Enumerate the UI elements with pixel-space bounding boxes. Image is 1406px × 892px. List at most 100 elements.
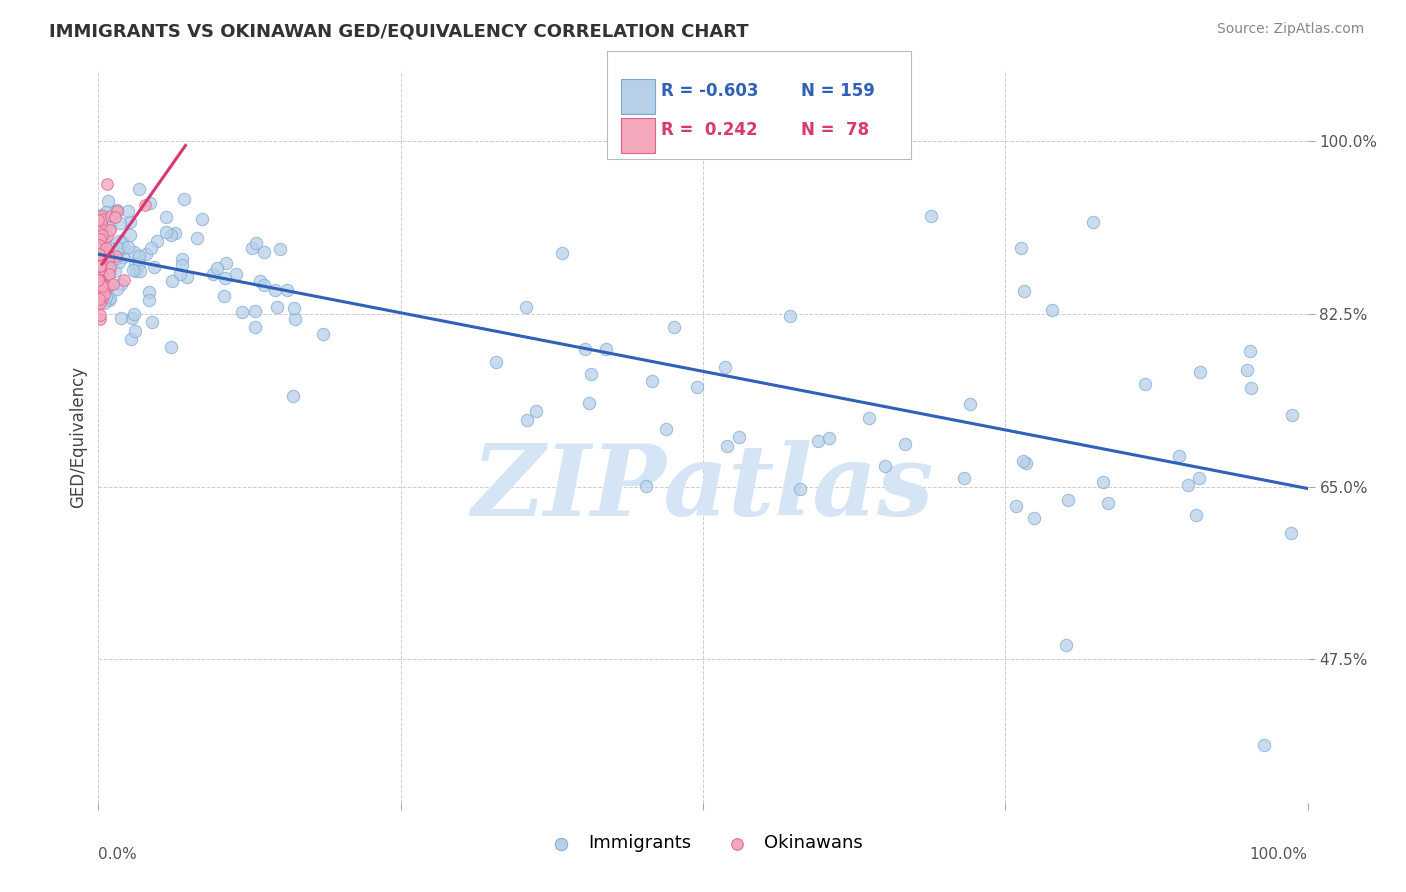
Point [245,235,267,250]
Point [105,203,128,218]
Point [245,320,267,334]
Point [97,240,120,254]
Point [485,354,508,368]
Point [87,262,110,277]
Point [170,258,193,272]
Point [89,273,111,287]
Point [128,257,150,271]
Point [1091,475,1114,490]
Point [269,242,291,256]
Point [96,217,118,231]
Point [231,305,253,319]
Point [920,209,942,223]
Point [87,237,110,252]
Point [110,277,132,292]
Point [93,227,115,242]
Point [89,259,111,273]
Point [640,374,662,388]
Point [214,270,236,285]
Point [89,246,111,260]
Point [87,290,110,304]
Point [90,240,112,254]
Point [108,234,131,248]
Point [655,422,678,436]
Point [1022,510,1045,524]
Point [142,260,165,275]
Point [283,301,305,316]
Point [100,210,122,224]
Point [139,195,162,210]
Point [266,301,288,315]
Point [104,264,127,278]
Point [89,257,111,271]
Point [87,272,110,286]
Point [89,233,111,247]
Point [1012,454,1035,468]
Point [108,216,131,230]
Point [1057,493,1080,508]
Point [243,304,266,318]
Point [170,252,193,267]
Point [312,326,335,341]
Point [169,267,191,281]
Point [89,232,111,246]
Point [89,258,111,272]
Point [118,215,141,229]
Point [141,315,163,329]
Point [97,194,120,208]
Point [87,263,110,277]
Point [1014,284,1036,298]
Point [90,250,112,264]
Point [87,213,110,227]
Point [98,293,121,308]
Point [264,284,287,298]
Point [91,281,114,295]
Point [98,264,121,278]
Text: R =  0.242: R = 0.242 [661,121,758,139]
Point [959,397,981,411]
Point [253,244,276,259]
Point [98,277,121,291]
Point [101,277,124,291]
Point [146,234,169,248]
Point [124,324,146,338]
Point [122,245,145,260]
Point [160,340,183,354]
Point [89,224,111,238]
Point [100,260,122,274]
Point [125,263,148,277]
Point [1240,381,1263,395]
Point [90,248,112,262]
Point [89,240,111,254]
Point [90,256,112,270]
Point [578,396,600,410]
Legend: Immigrants, Okinawans: Immigrants, Okinawans [536,827,870,860]
Point [89,289,111,303]
Point [89,268,111,283]
Point [89,252,111,266]
Point [94,234,117,248]
Point [160,274,183,288]
Text: N = 159: N = 159 [801,82,876,101]
Point [173,192,195,206]
Point [163,226,186,240]
Point [87,267,110,281]
Point [87,221,110,235]
Point [120,332,142,346]
Point [128,181,150,195]
Point [112,273,135,287]
Point [90,243,112,257]
Point [1005,500,1028,514]
Point [91,235,114,249]
Point [105,282,128,296]
Point [276,283,298,297]
Point [87,290,110,304]
Point [1239,343,1261,358]
Point [89,214,111,228]
Point [93,252,115,267]
Point [117,240,139,254]
Point [90,291,112,305]
Point [108,242,131,256]
Point [155,210,177,224]
Point [636,478,658,492]
